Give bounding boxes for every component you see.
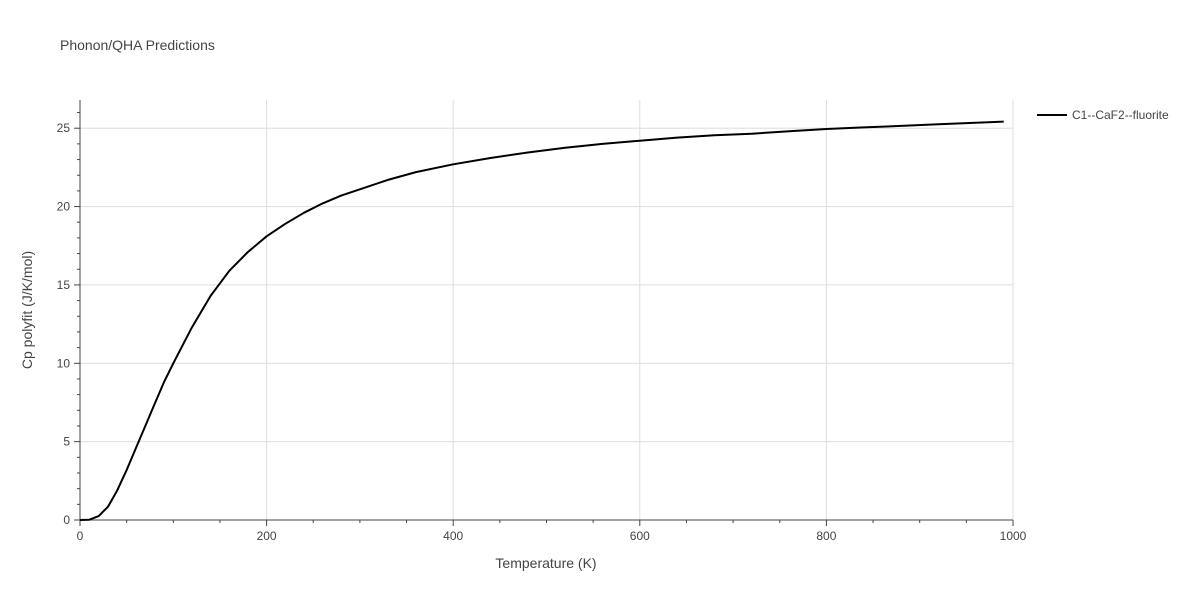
x-tick-label: 0 [77,529,84,543]
y-tick-label: 0 [63,513,70,527]
series-layer [79,120,1004,521]
x-tick-label: 600 [630,529,650,543]
y-tick-label: 15 [57,278,71,292]
x-tick-label: 200 [257,529,277,543]
y-tick-label: 25 [57,121,71,135]
axes: 0 200 400 600 800 1000 0 5 10 15 20 25 [57,100,1027,543]
y-axis-title: Cp polyfit (J/K/mol) [19,251,35,369]
y-tick-label: 20 [57,200,71,214]
y-tick-label: 10 [57,356,71,370]
x-tick-label: 800 [816,529,836,543]
x-tick-label: 1000 [1000,529,1027,543]
x-axis-title: Temperature (K) [495,555,596,571]
grid [80,100,1014,520]
series-line [79,120,1004,521]
legend-label: C1--CaF2--fluorite [1072,108,1169,122]
y-tick-label: 5 [63,435,70,449]
chart-title: Phonon/QHA Predictions [60,37,215,53]
x-tick-label: 400 [443,529,463,543]
legend: C1--CaF2--fluorite [1037,108,1169,122]
